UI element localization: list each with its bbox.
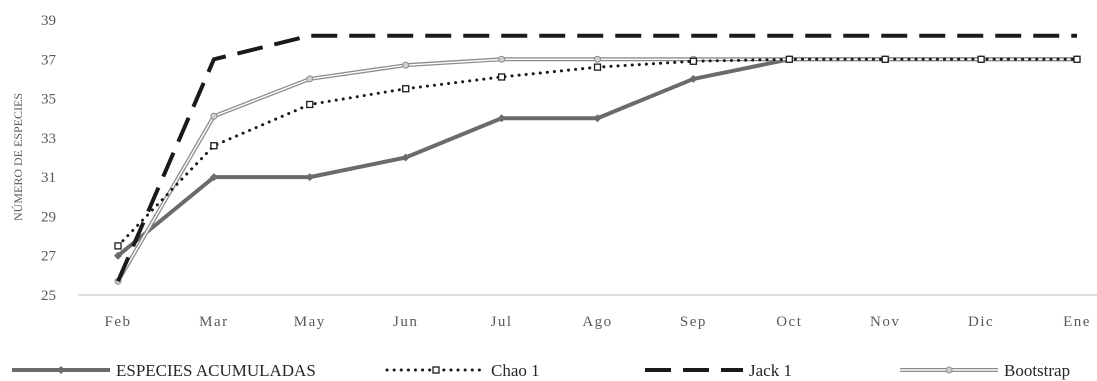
x-tick-label: Ago xyxy=(582,314,612,330)
legend-swatch-marker xyxy=(57,366,65,374)
data-point xyxy=(402,61,410,69)
data-point xyxy=(210,142,218,150)
data-point xyxy=(1073,55,1081,63)
data-point xyxy=(593,63,602,71)
data-point xyxy=(977,55,985,63)
legend-item: Bootstrap xyxy=(900,361,1070,380)
legend-label: Bootstrap xyxy=(1004,361,1070,380)
data-point xyxy=(402,85,410,93)
legend-label: ESPECIES ACUMULADAS xyxy=(116,361,316,380)
x-tick-label: Mar xyxy=(199,314,229,330)
legend-item: Jack 1 xyxy=(645,361,792,380)
data-point xyxy=(593,114,602,123)
series-2 xyxy=(116,33,1077,283)
data-point xyxy=(497,73,506,81)
series-line-especies-acumuladas xyxy=(116,57,1077,258)
data-point xyxy=(497,114,506,123)
legend-swatch-marker xyxy=(945,366,953,374)
data-point xyxy=(689,57,698,65)
legend-swatch-marker xyxy=(432,366,440,374)
x-tick-label: Feb xyxy=(105,314,132,330)
series-1 xyxy=(114,55,1081,250)
data-point xyxy=(114,242,122,250)
y-tick-label: 35 xyxy=(41,92,56,108)
x-tick-label: Sep xyxy=(680,314,707,330)
series-line-jack-1 xyxy=(116,33,1077,283)
data-point xyxy=(306,75,314,83)
y-tick-label: 27 xyxy=(41,249,57,265)
legend: ESPECIES ACUMULADAS Chao 1 Jack 1 Bootstrap xyxy=(12,361,1070,380)
x-tick-label: Jun xyxy=(393,314,418,330)
data-point xyxy=(498,55,506,63)
series-0 xyxy=(114,55,1081,260)
series-line-bootstrap xyxy=(116,57,1077,283)
legend-label: Chao 1 xyxy=(491,361,540,380)
y-tick-label: 39 xyxy=(41,13,56,29)
x-tick-label: Jul xyxy=(491,314,513,330)
data-point xyxy=(689,74,698,83)
data-point xyxy=(306,100,314,109)
data-point xyxy=(209,173,218,182)
x-tick-label: Oct xyxy=(776,314,802,330)
x-tick-label: Dic xyxy=(968,314,994,330)
legend-label: Jack 1 xyxy=(749,361,792,380)
x-axis-ticks: Feb Mar May Jun Jul Ago Sep Oct Nov Dic Ene xyxy=(105,314,1091,330)
x-tick-label: Nov xyxy=(870,314,900,330)
series-line-bootstrap-inner xyxy=(117,58,1077,282)
y-axis-label: NÚMERO DE ESPECIES xyxy=(11,93,25,221)
plot-area xyxy=(114,33,1081,285)
y-axis-ticks: 25 27 29 31 33 35 37 39 xyxy=(41,13,57,304)
series-line-chao-1 xyxy=(116,57,1079,248)
y-tick-label: 33 xyxy=(41,131,56,147)
x-tick-label: Ene xyxy=(1063,314,1091,330)
data-point xyxy=(594,55,601,63)
data-point xyxy=(785,55,793,63)
data-point xyxy=(114,251,122,260)
legend-item: Chao 1 xyxy=(385,361,540,380)
data-point xyxy=(210,112,218,120)
data-point xyxy=(401,153,410,162)
y-tick-label: 25 xyxy=(41,288,56,304)
series-3 xyxy=(114,55,1081,285)
x-tick-label: May xyxy=(294,314,326,330)
y-tick-label: 31 xyxy=(41,170,56,186)
y-tick-label: 37 xyxy=(41,52,57,68)
data-point xyxy=(881,55,889,63)
legend-item: ESPECIES ACUMULADAS xyxy=(12,361,316,380)
y-tick-label: 29 xyxy=(41,209,56,225)
data-point xyxy=(305,173,314,182)
